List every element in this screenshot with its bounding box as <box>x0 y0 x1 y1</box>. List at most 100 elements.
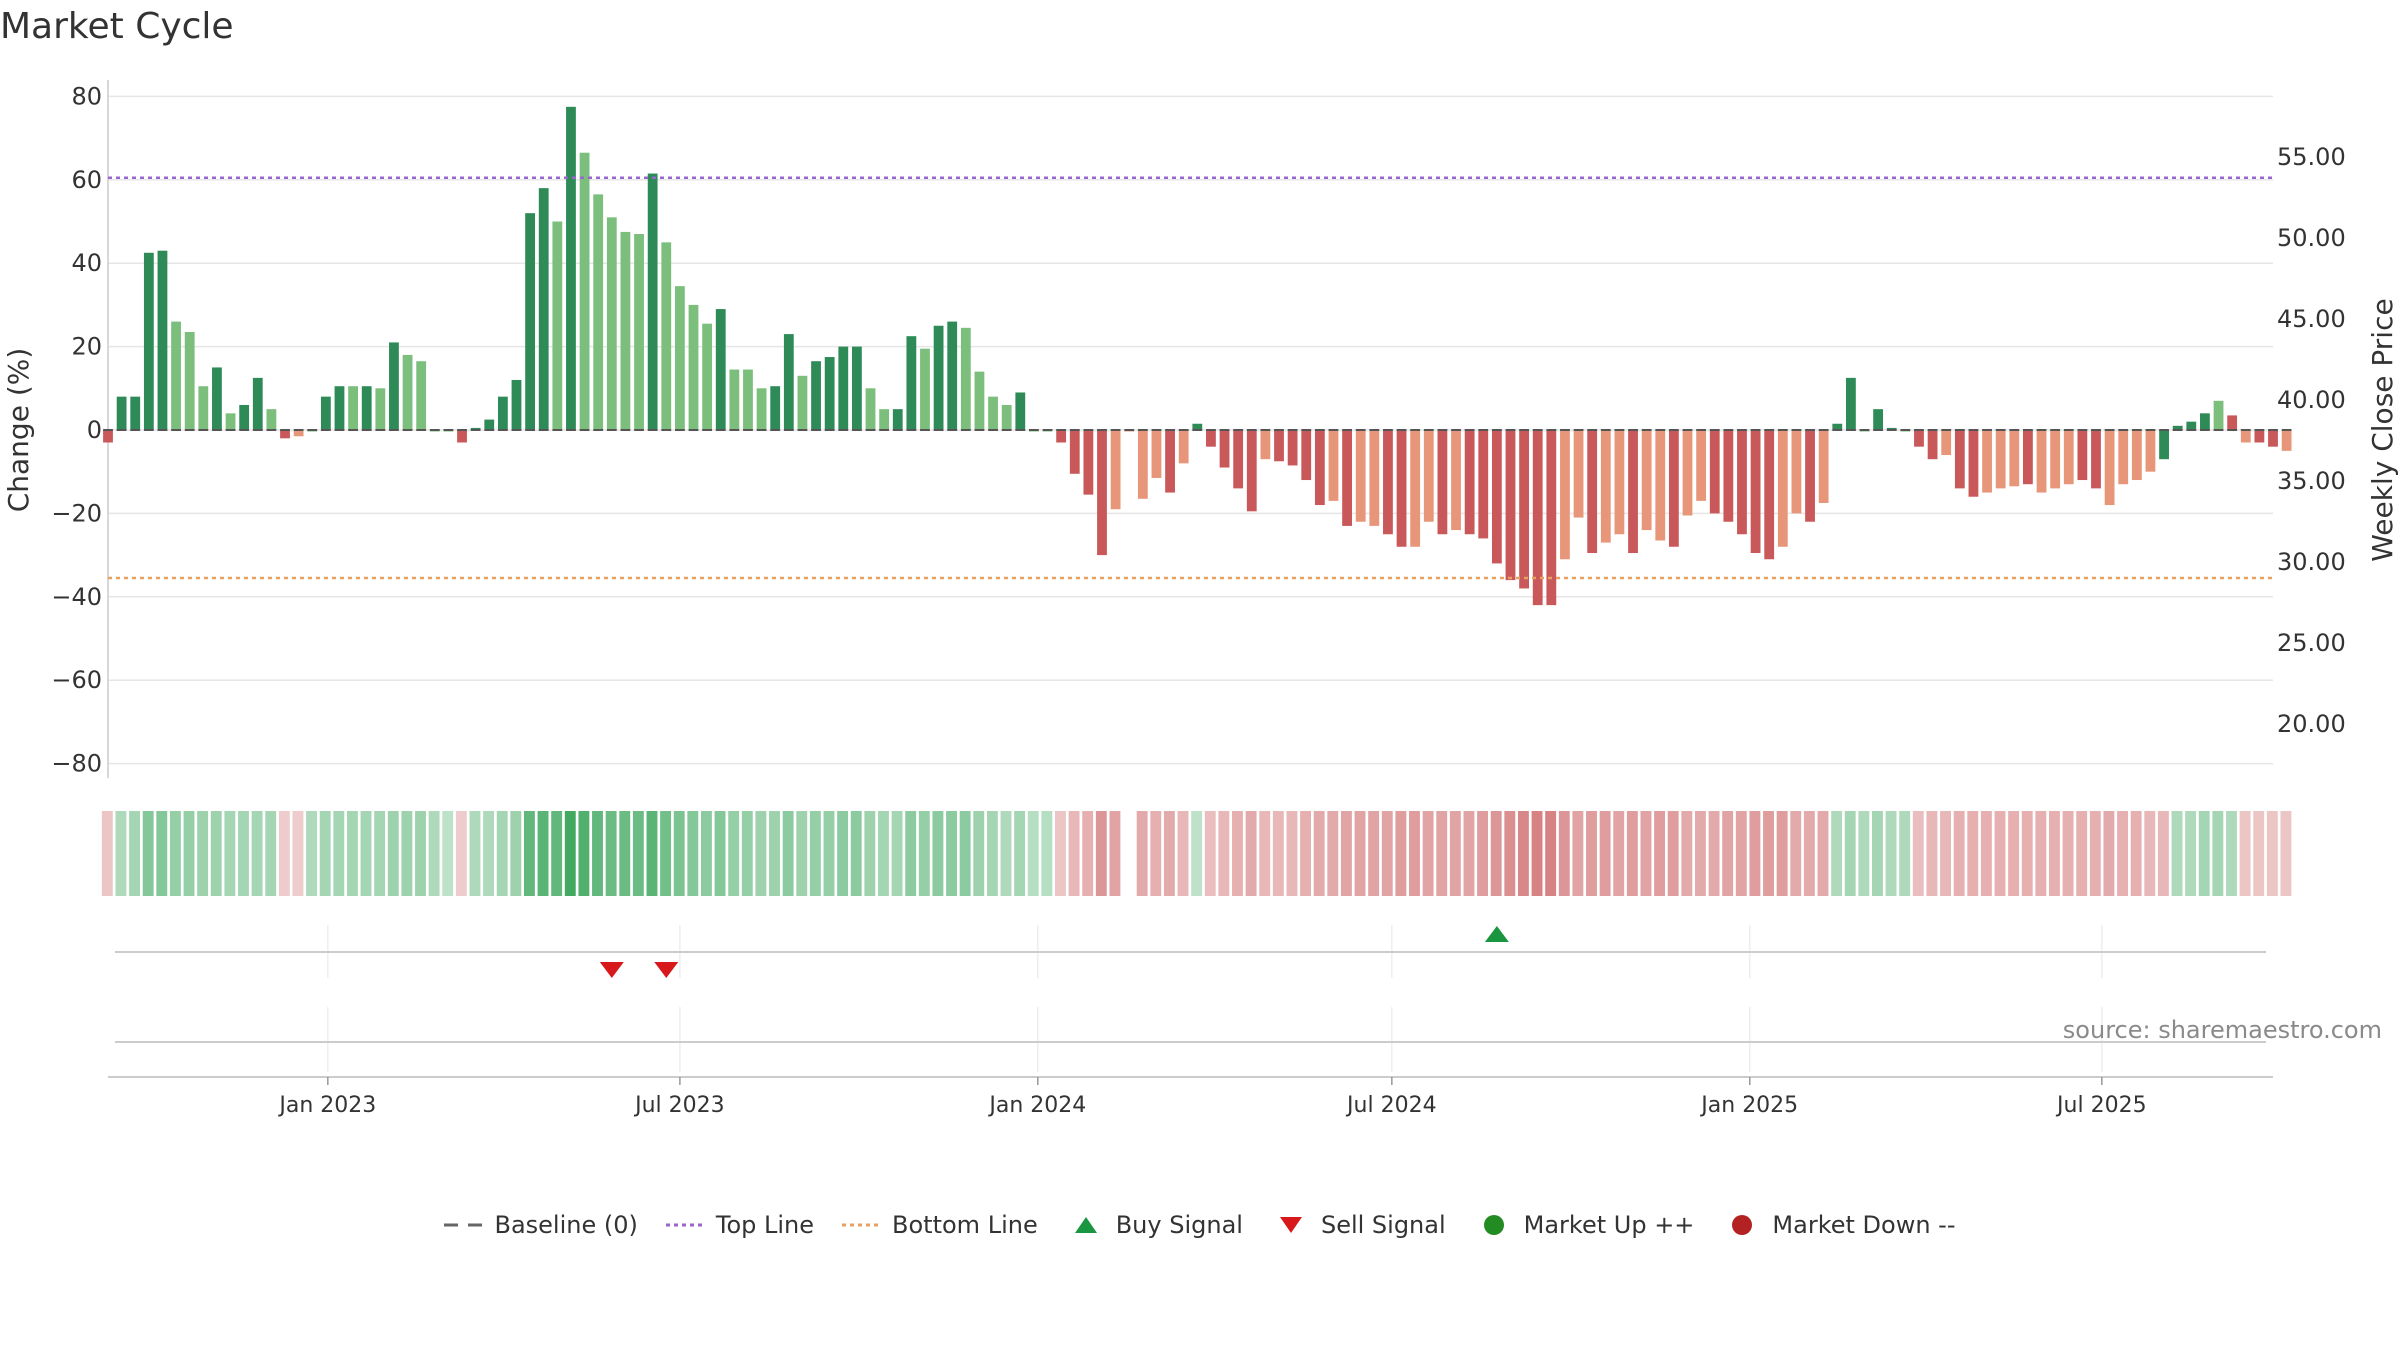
heat-band-cell <box>469 811 481 896</box>
heat-band-cell <box>2226 811 2237 896</box>
heat-band-cell <box>2280 811 2292 896</box>
x-tick-label: Jul 2023 <box>633 1093 725 1118</box>
heat-band-cell <box>1817 811 1829 896</box>
heat-band-cell <box>183 811 195 896</box>
legend-item-buy: Buy Signal <box>1066 1211 1243 1239</box>
heat-band-cell <box>387 811 399 896</box>
bar <box>593 194 604 430</box>
bar <box>225 413 236 430</box>
bar <box>1832 423 1843 430</box>
red-dot-icon <box>1722 1213 1762 1237</box>
heat-band-cell <box>1313 811 1325 896</box>
heat-band-cell <box>265 811 277 896</box>
legend-item-market-down: Market Down -- <box>1722 1211 1956 1239</box>
heat-band-cell <box>1409 811 1420 896</box>
bar <box>2063 430 2074 485</box>
heat-band-cell <box>210 811 222 896</box>
heat-band-cell <box>2144 811 2156 896</box>
heat-band-cell <box>2103 811 2115 896</box>
bar <box>933 325 944 430</box>
x-tick-label: Jul 2024 <box>1345 1093 1437 1118</box>
heat-band-cell <box>918 811 930 896</box>
dotted-purple-line-icon <box>665 1213 706 1237</box>
heat-band-cell <box>156 811 168 896</box>
bar <box>1464 430 1475 535</box>
bar <box>1764 430 1775 560</box>
bar <box>879 409 890 430</box>
heat-band-cell <box>360 811 372 896</box>
bar <box>865 388 876 430</box>
heat-band-cell <box>878 811 889 896</box>
bar <box>1532 430 1543 606</box>
bar <box>1873 409 1884 430</box>
bar <box>1723 430 1734 522</box>
bar <box>1206 430 1216 447</box>
bar <box>1709 430 1720 514</box>
bar <box>988 396 998 430</box>
heat-band-cell <box>2185 811 2197 896</box>
heat-band-cell <box>2171 811 2183 896</box>
bar <box>2213 400 2224 430</box>
bar <box>851 346 862 430</box>
heat-band-cell <box>1150 811 1162 896</box>
heat-band-cell <box>1027 811 1039 896</box>
bar <box>334 386 345 430</box>
bar <box>1274 430 1284 462</box>
heat-band-cell <box>1504 811 1516 896</box>
y-tick-label: −60 <box>51 666 102 694</box>
heat-band-cell <box>238 811 249 896</box>
heat-band-cell <box>2266 811 2278 896</box>
heat-band-cell <box>986 811 998 896</box>
bar <box>1015 392 1026 430</box>
heat-band-cell <box>905 811 917 896</box>
bar <box>2159 430 2169 460</box>
heat-band-cell <box>619 811 631 896</box>
heat-band-cell <box>2035 811 2047 896</box>
bar <box>103 430 113 443</box>
heat-band-cell <box>809 811 821 896</box>
bar <box>770 386 781 430</box>
bar <box>1342 430 1352 526</box>
heat-band-cell <box>455 811 467 896</box>
heat-band-cell <box>1871 811 1883 896</box>
heat-band-cell <box>769 811 780 896</box>
heat-band-cell <box>700 811 712 896</box>
y-tick-label: 0 <box>87 416 102 444</box>
bar <box>1777 430 1788 547</box>
y-tick-label: 20 <box>71 333 102 361</box>
legend-label: Market Up ++ <box>1523 1211 1695 1239</box>
heat-band-cell <box>823 811 835 896</box>
bar <box>783 334 794 430</box>
heat-band-cell <box>1395 811 1407 896</box>
heat-band-cell <box>2130 811 2142 896</box>
bar <box>974 371 985 430</box>
bar <box>184 332 195 430</box>
heat-band-cell <box>1204 811 1216 896</box>
y2-tick-label: 45.00 <box>2277 305 2346 333</box>
bar <box>1491 430 1502 564</box>
heat-band-cell <box>2089 811 2101 896</box>
heat-band-cell <box>2021 811 2033 896</box>
bar <box>1682 430 1693 516</box>
heat-band-cell <box>1136 811 1148 896</box>
bar <box>1437 430 1448 535</box>
heat-band-cell <box>796 811 808 896</box>
bar <box>661 242 672 430</box>
chart-legend: Baseline (0) Top Line Bottom Line Buy Si… <box>0 1205 2400 1245</box>
bar <box>130 396 141 430</box>
bar <box>1995 430 2006 489</box>
bar <box>1982 430 1992 493</box>
heat-band-cell <box>959 811 971 896</box>
heat-band-cell <box>1191 811 1203 896</box>
heat-band-cell <box>1790 811 1802 896</box>
bar <box>1314 430 1325 506</box>
heat-band-cell <box>483 811 495 896</box>
bar <box>266 409 277 430</box>
bar <box>1750 430 1761 554</box>
heat-band-cell <box>1218 811 1230 896</box>
bar <box>947 321 958 430</box>
heat-band-cell <box>2049 811 2060 896</box>
bar <box>1301 430 1312 481</box>
bar <box>1791 430 1802 514</box>
bar <box>212 367 222 430</box>
